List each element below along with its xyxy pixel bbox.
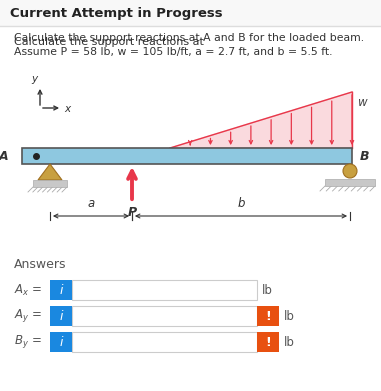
FancyBboxPatch shape: [22, 148, 352, 164]
Text: lb: lb: [262, 283, 273, 296]
Text: lb: lb: [284, 310, 295, 323]
Text: Answers: Answers: [14, 258, 67, 271]
Text: B: B: [360, 149, 370, 163]
Text: P: P: [127, 206, 136, 219]
FancyBboxPatch shape: [33, 180, 67, 187]
FancyBboxPatch shape: [72, 306, 257, 326]
FancyBboxPatch shape: [72, 332, 257, 352]
Text: Calculate the support reactions at: Calculate the support reactions at: [14, 37, 207, 47]
Text: i: i: [59, 310, 63, 323]
FancyBboxPatch shape: [72, 280, 257, 300]
Text: Current Attempt in Progress: Current Attempt in Progress: [10, 7, 223, 20]
FancyBboxPatch shape: [50, 306, 72, 326]
Text: a: a: [87, 197, 94, 210]
Text: Assume P = 58 lb, w = 105 lb/ft, a = 2.7 ft, and b = 5.5 ft.: Assume P = 58 lb, w = 105 lb/ft, a = 2.7…: [14, 47, 333, 57]
FancyBboxPatch shape: [50, 332, 72, 352]
Text: $B_{y}$ =: $B_{y}$ =: [14, 334, 42, 350]
Text: x: x: [64, 104, 70, 114]
Circle shape: [343, 164, 357, 178]
Polygon shape: [170, 92, 352, 148]
Text: Calculate the support reactions at A and B for the loaded beam.: Calculate the support reactions at A and…: [14, 33, 364, 43]
Text: A: A: [0, 149, 8, 163]
Text: !: !: [265, 335, 271, 348]
Text: b: b: [237, 197, 245, 210]
Text: w: w: [358, 95, 368, 108]
Text: $A_{y}$ =: $A_{y}$ =: [14, 307, 42, 325]
Polygon shape: [38, 164, 62, 180]
Text: !: !: [265, 310, 271, 323]
FancyBboxPatch shape: [257, 306, 279, 326]
FancyBboxPatch shape: [0, 0, 381, 26]
Text: lb: lb: [284, 335, 295, 348]
Text: i: i: [59, 335, 63, 348]
FancyBboxPatch shape: [325, 179, 375, 186]
FancyBboxPatch shape: [257, 332, 279, 352]
Text: i: i: [59, 283, 63, 296]
Text: y: y: [31, 74, 37, 84]
FancyBboxPatch shape: [50, 280, 72, 300]
Text: $A_{x}$ =: $A_{x}$ =: [14, 282, 42, 298]
